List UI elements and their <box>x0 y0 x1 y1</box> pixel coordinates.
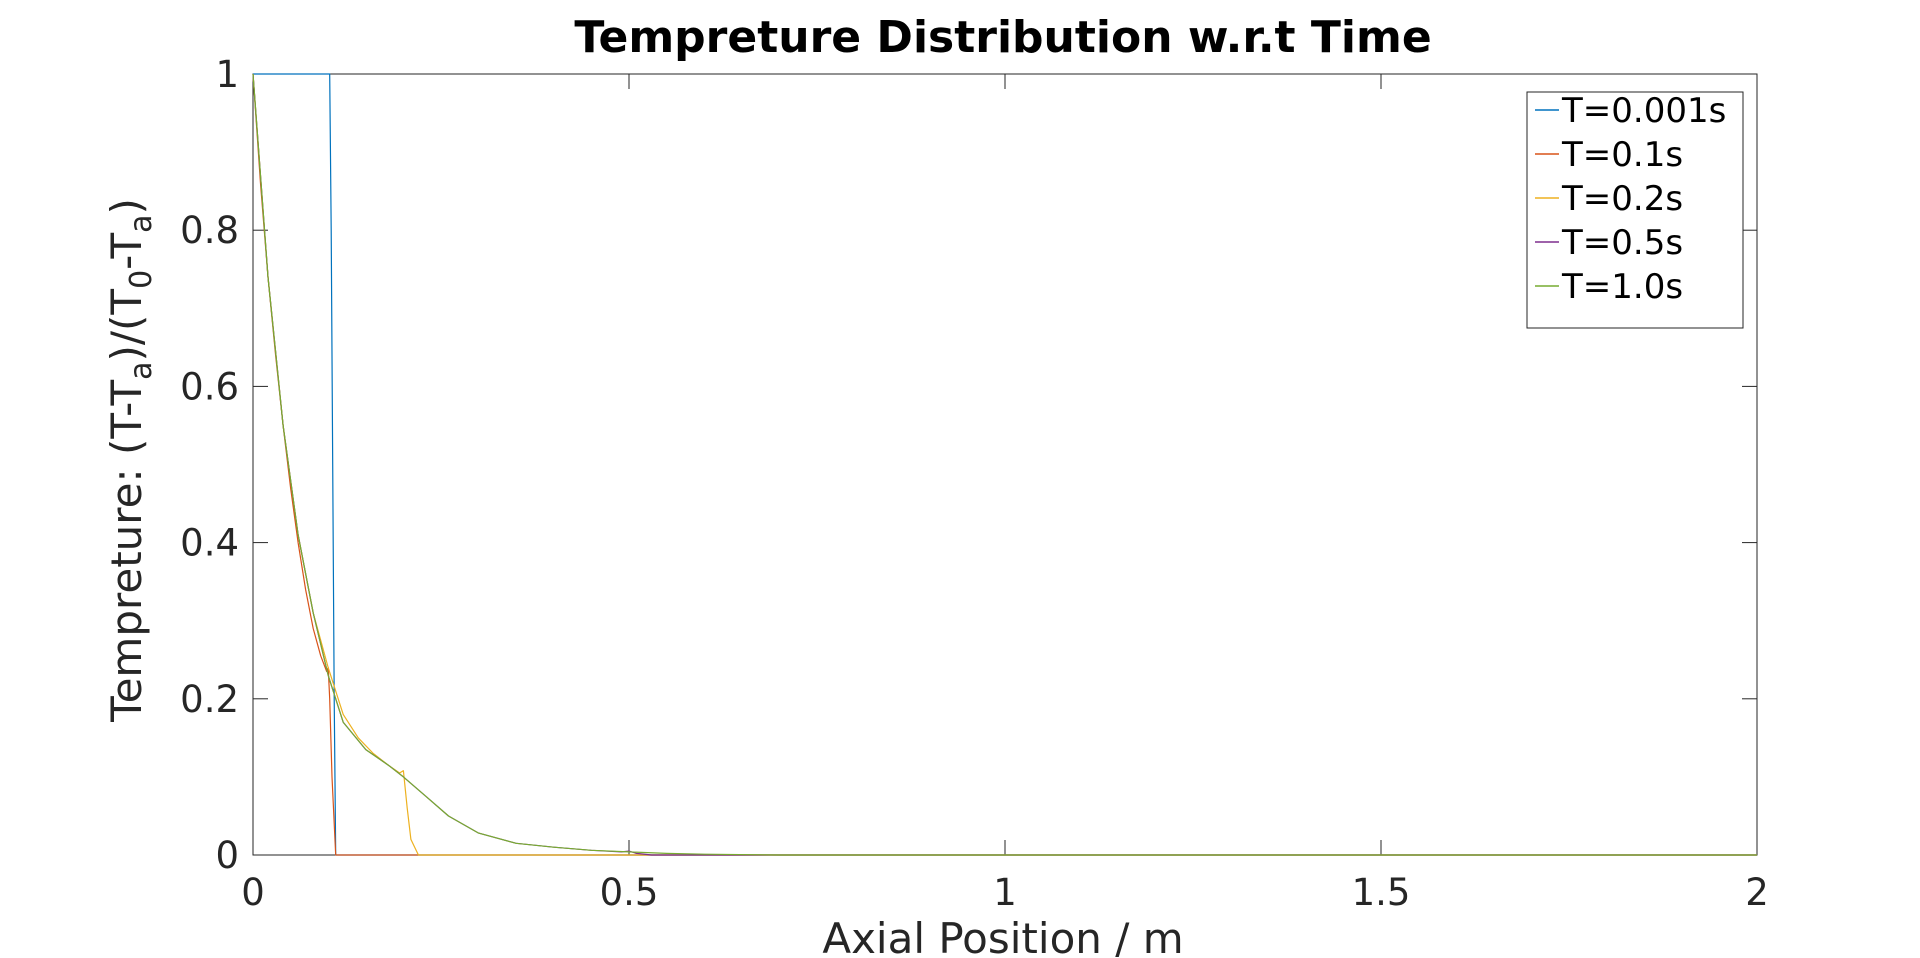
y-label-subscript-a-1: a <box>124 362 159 380</box>
x-tick-label: 0.5 <box>600 871 659 914</box>
data-series <box>252 73 1757 856</box>
plot-area <box>252 73 1758 856</box>
series-line <box>253 73 1757 856</box>
y-tick-label: 1 <box>215 53 239 96</box>
x-tick-label: 1.5 <box>1352 871 1411 914</box>
y-tick-label: 0.2 <box>180 678 239 721</box>
y-label-part-4: ) <box>102 198 151 214</box>
axis-ticks <box>252 73 1758 856</box>
y-label-part-1: Tempreture: (T-T <box>102 380 151 723</box>
legend-label: T=0.1s <box>1561 135 1683 175</box>
y-tick-label: 0.4 <box>180 522 239 565</box>
y-tick-label: 0.8 <box>180 209 239 252</box>
y-label-subscript-a-2: a <box>124 214 159 232</box>
y-label-part-2: )/(T <box>102 289 151 362</box>
x-tick-label: 2 <box>1745 871 1769 914</box>
legend-box <box>1526 91 1744 329</box>
legend-label: T=1.0s <box>1561 267 1683 307</box>
y-axis-label: Tempreture: (T-Ta)/(T0-Ta) <box>102 198 159 723</box>
x-tick-label: 0 <box>241 871 265 914</box>
legend-label: T=0.2s <box>1561 179 1683 219</box>
series-line <box>252 73 1757 856</box>
y-tick-label: 0.6 <box>180 365 239 408</box>
legend-label: T=0.001s <box>1561 91 1726 131</box>
legend-label: T=0.5s <box>1561 223 1683 263</box>
y-label-subscript-0: 0 <box>124 270 159 289</box>
y-tick-label: 0 <box>215 834 239 877</box>
x-tick-label: 1 <box>993 871 1017 914</box>
y-label-part-3: -T <box>102 233 151 270</box>
x-tick-labels: 0 0.5 1 1.5 2 <box>241 871 1769 914</box>
chart-title: Tempreture Distribution w.r.t Time <box>574 12 1431 63</box>
x-axis-label: Axial Position / m <box>822 914 1183 958</box>
y-tick-labels: 0 0.2 0.4 0.6 0.8 1 <box>180 53 239 877</box>
